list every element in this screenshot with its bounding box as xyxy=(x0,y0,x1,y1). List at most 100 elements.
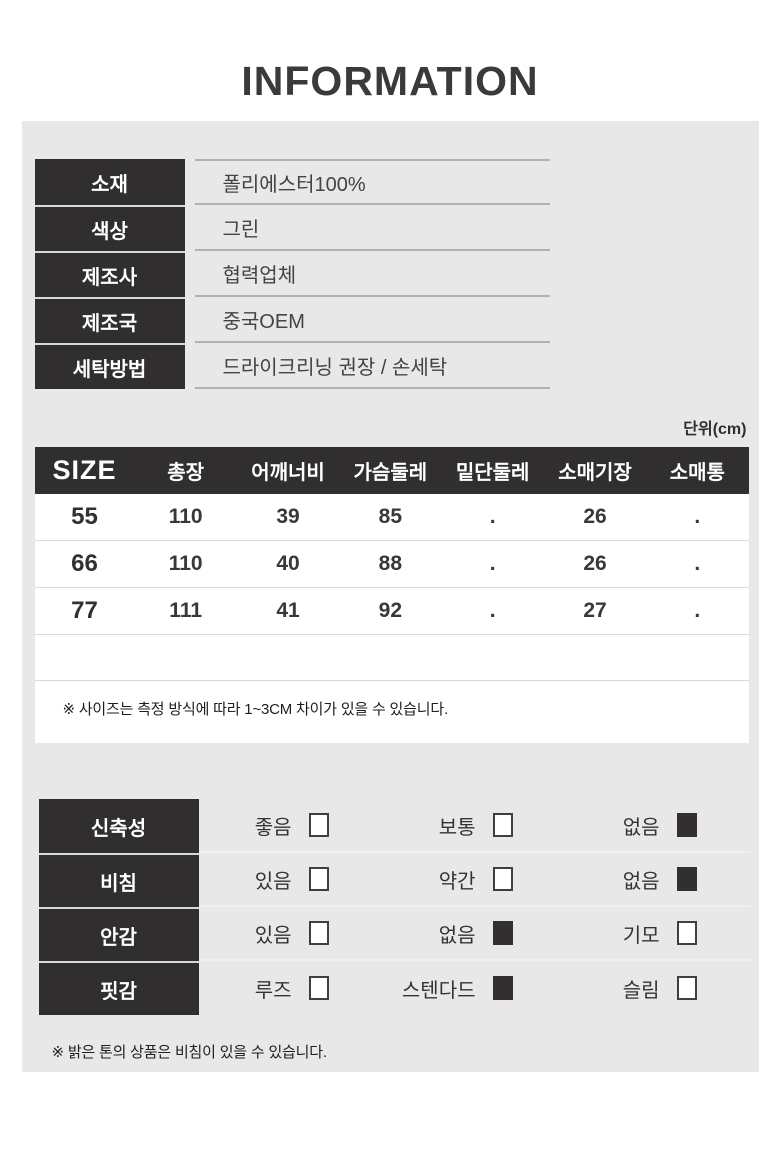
feature-option: 약간 xyxy=(383,853,567,905)
size-cell-value: 26 xyxy=(583,505,607,528)
feature-option: 스텐다드 xyxy=(383,961,567,1015)
feature-options: 있음 없음 기모 xyxy=(198,907,751,961)
checkbox-checked-icon xyxy=(492,976,513,1000)
feature-row: 안감 있음 없음 기모 xyxy=(38,907,751,961)
feature-row-label: 안감 xyxy=(38,907,199,961)
unit-label: 단위(cm) xyxy=(683,421,747,438)
checkbox-unchecked-icon xyxy=(676,921,697,945)
size-cell-value: . xyxy=(489,552,496,575)
size-header-cell: 소매통 xyxy=(669,462,725,484)
feature-row: 신축성 좋음 보통 없음 xyxy=(38,799,751,853)
feature-option-label: 기모 xyxy=(622,924,660,947)
info-row: 제조국 중국OEM xyxy=(34,297,550,343)
size-cell-value: 26 xyxy=(583,552,607,575)
size-note: ※ 사이즈는 측정 방식에 따라 1~3CM 차이가 있을 수 있습니다. xyxy=(62,701,449,718)
size-cell-value: 85 xyxy=(378,505,402,528)
info-row-label: 제조사 xyxy=(34,251,185,297)
size-cell-value: 111 xyxy=(169,599,203,622)
size-header-cell: 어깨너비 xyxy=(251,462,325,484)
feature-option: 기모 xyxy=(567,907,751,959)
feature-option: 있음 xyxy=(199,853,383,905)
feature-option: 루즈 xyxy=(199,961,383,1015)
feature-note: ※ 밝은 톤의 상품은 비침이 있을 수 있습니다. xyxy=(51,1044,328,1061)
feature-option: 없음 xyxy=(383,907,567,959)
info-row: 소재 폴리에스터100% xyxy=(34,159,550,205)
size-cell-value: 110 xyxy=(168,505,203,528)
size-cell-value: 40 xyxy=(276,552,300,575)
size-table-empty-row xyxy=(34,635,749,681)
info-row: 제조사 협력업체 xyxy=(34,251,550,297)
size-cell-value: 41 xyxy=(276,599,300,622)
size-header-cell: 가슴둘레 xyxy=(353,462,428,484)
feature-row-label: 핏감 xyxy=(38,961,199,1015)
size-table-body: 55 110 39 85. 26. 66 110 40 88. 26. 77 111 41 92. 27. xyxy=(34,494,749,635)
feature-option-label: 보통 xyxy=(438,816,476,839)
checkbox-unchecked-icon xyxy=(308,813,329,837)
info-row-value: 중국OEM xyxy=(194,297,550,343)
feature-option: 없음 xyxy=(567,799,751,851)
feature-options: 있음 약간 없음 xyxy=(198,853,751,907)
size-cell-value: 110 xyxy=(168,552,203,575)
feature-options: 루즈 스텐다드 슬림 xyxy=(199,961,751,1015)
page-title: INFORMATION xyxy=(241,58,539,104)
info-row-label: 소재 xyxy=(34,159,185,205)
feature-option: 슬림 xyxy=(567,961,751,1015)
size-table-row: 77 111 41 92. 27. xyxy=(34,588,749,635)
info-row-value: 폴리에스터100% xyxy=(194,159,550,205)
size-cell-value: 27 xyxy=(583,599,607,622)
feature-option-label: 좋음 xyxy=(254,816,292,839)
feature-option-label: 루즈 xyxy=(254,979,292,1002)
size-table-section: SIZE 총장 어깨너비 가슴둘레 밑단둘레 소매기장 소매통 55 110 39 85. 26. 6… xyxy=(34,447,749,743)
size-cell-value: . xyxy=(489,505,496,528)
feature-option-label: 없음 xyxy=(438,924,476,947)
size-header-cell: 소매기장 xyxy=(558,462,632,484)
info-row-value: 협력업체 xyxy=(194,251,550,297)
feature-option-label: 있음 xyxy=(254,924,292,947)
feature-option: 있음 xyxy=(199,907,383,959)
size-table-row: 66 110 40 88. 26. xyxy=(34,541,749,588)
checkbox-unchecked-icon xyxy=(308,976,329,1000)
info-row: 세탁방법 드라이크리닝 권장 / 손세탁 xyxy=(34,343,550,389)
feature-option: 보통 xyxy=(383,799,567,851)
size-cell-label: 77 xyxy=(71,597,98,624)
size-cell-value: 88 xyxy=(378,552,402,575)
info-row-value: 그린 xyxy=(194,205,550,251)
size-cell-value: 92 xyxy=(378,599,402,622)
feature-option-label: 없음 xyxy=(622,870,660,893)
feature-option: 좋음 xyxy=(199,799,383,851)
product-info-panel: 소재 폴리에스터100% 색상 그린 제조사 협력업체 제조국 중국OEM 세탁방법 드라이크리닝… xyxy=(21,121,759,1072)
feature-option-label: 약간 xyxy=(438,870,476,893)
feature-option-label: 스텐다드 xyxy=(401,979,476,1002)
size-cell-value: . xyxy=(694,505,701,528)
info-row-value: 드라이크리닝 권장 / 손세탁 xyxy=(194,343,550,389)
feature-row: 핏감 루즈 스텐다드 슬림 xyxy=(38,961,751,1015)
checkbox-unchecked-icon xyxy=(308,921,329,945)
checkbox-unchecked-icon xyxy=(308,867,329,891)
size-header-cell: 총장 xyxy=(167,462,205,484)
info-row-label: 세탁방법 xyxy=(34,343,185,389)
info-row-label: 색상 xyxy=(34,205,185,251)
checkbox-unchecked-icon xyxy=(676,976,697,1000)
feature-option-label: 없음 xyxy=(622,816,660,839)
feature-row-label: 비침 xyxy=(38,853,199,907)
size-cell-label: 55 xyxy=(71,503,98,530)
feature-options: 좋음 보통 없음 xyxy=(198,799,751,853)
size-cell-value: 39 xyxy=(276,505,300,528)
product-info-table: 소재 폴리에스터100% 색상 그린 제조사 협력업체 제조국 중국OEM 세탁방법 드라이크리닝… xyxy=(34,121,550,389)
size-header-size-cell: SIZE xyxy=(52,455,117,485)
feature-option-label: 슬림 xyxy=(622,979,660,1002)
checkbox-checked-icon xyxy=(492,921,513,945)
info-row: 색상 그린 xyxy=(34,205,550,251)
page: INFORMATION 소재 폴리에스터100% 색상 그린 제조사 협력업체 제조국 중국O… xyxy=(21,58,759,1072)
feature-row: 비침 있음 약간 없음 xyxy=(38,853,751,907)
size-cell-value: . xyxy=(694,552,701,575)
feature-option: 없음 xyxy=(567,853,751,905)
feature-table: 신축성 좋음 보통 없음 비침 있음 약간 없음 안감 있음 없음 기모 핏감 루즈 스텐다드 슬림 xyxy=(38,799,751,1015)
feature-row-label: 신축성 xyxy=(38,799,199,853)
checkbox-checked-icon xyxy=(676,867,697,891)
checkbox-unchecked-icon xyxy=(492,867,513,891)
size-header-cell: 밑단둘레 xyxy=(455,462,530,484)
checkbox-unchecked-icon xyxy=(492,813,513,837)
size-table-row: 55 110 39 85. 26. xyxy=(34,494,749,541)
checkbox-checked-icon xyxy=(676,813,697,837)
